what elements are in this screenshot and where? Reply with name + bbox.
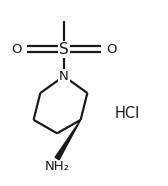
Text: HCl: HCl (115, 106, 140, 121)
Text: O: O (11, 43, 22, 56)
Text: NH₂: NH₂ (45, 160, 70, 173)
Text: S: S (59, 42, 69, 57)
Polygon shape (55, 120, 81, 160)
Text: N: N (59, 70, 69, 83)
Text: O: O (106, 43, 116, 56)
